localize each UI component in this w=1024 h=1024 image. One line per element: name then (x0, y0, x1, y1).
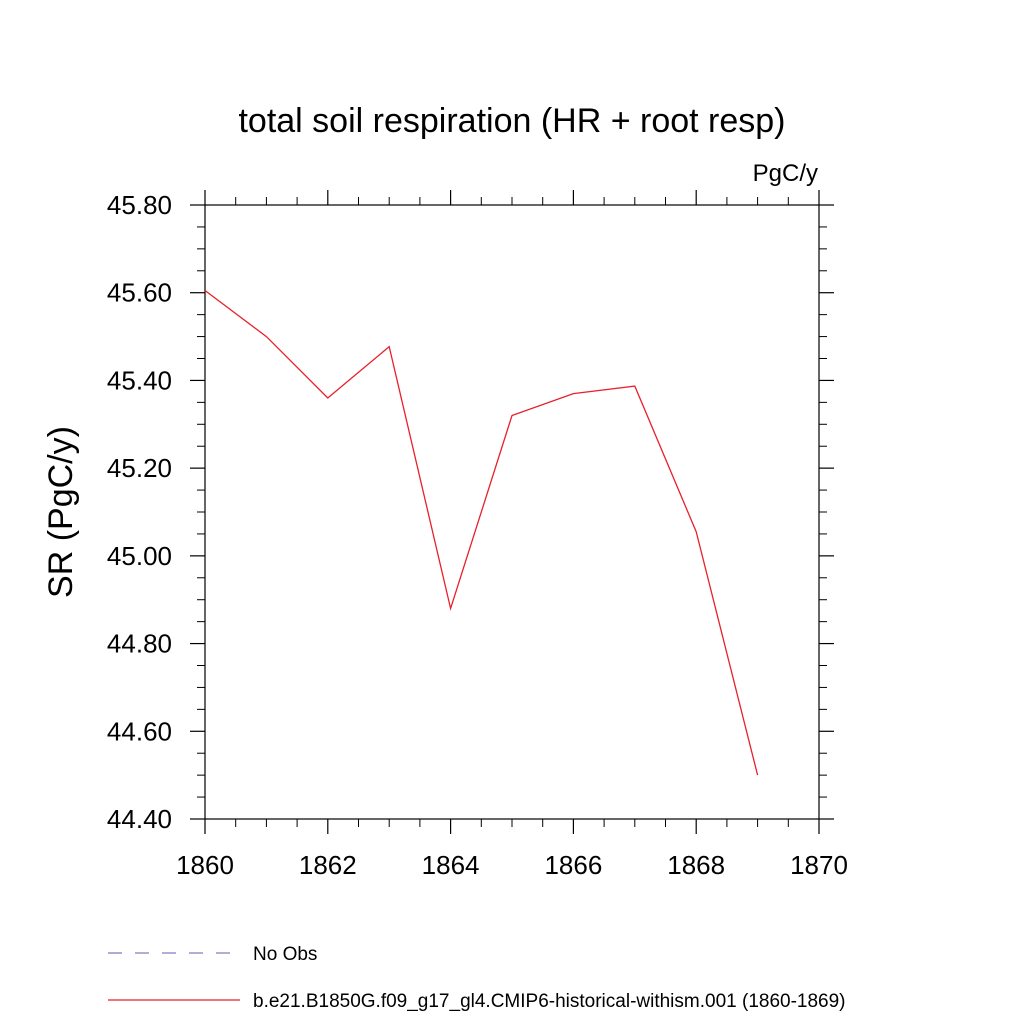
y-axis-label: SR (PgC/y) (42, 426, 80, 598)
y-tick-label: 45.20 (107, 453, 172, 483)
legend: No Obs b.e21.B1850G.f09_g17_gl4.CMIP6-his… (108, 944, 846, 1012)
y-tick-label: 45.80 (107, 190, 172, 220)
x-tick-label: 1870 (790, 850, 848, 880)
x-tick-label: 1864 (422, 850, 480, 880)
x-tick-label: 1860 (176, 850, 234, 880)
x-tick-label: 1868 (667, 850, 725, 880)
y-tick-label: 45.00 (107, 541, 172, 571)
series-lines (204, 289, 759, 776)
y-tick-label: 44.60 (107, 716, 172, 746)
y-tick-label: 45.40 (107, 365, 172, 395)
x-tick-label: 1862 (299, 850, 357, 880)
y-tick-label: 44.40 (107, 804, 172, 834)
plot-frame (204, 204, 820, 820)
tick-labels: 1860 1862 1864 1866 1868 1870 45.80 45.60 45.40 4… (107, 190, 848, 880)
legend-label-0: No Obs (253, 944, 317, 965)
legend-label-1: b.e21.B1850G.f09_g17_gl4.CMIP6-historica… (253, 991, 846, 1012)
axis-ticks (190, 190, 834, 834)
units-label: PgC/y (753, 160, 818, 187)
x-tick-label: 1866 (544, 850, 602, 880)
y-tick-label: 44.80 (107, 629, 172, 659)
y-tick-label: 45.60 (107, 278, 172, 308)
chart-title: total soil respiration (HR + root resp) (238, 102, 785, 140)
series-line-1 (204, 289, 759, 776)
